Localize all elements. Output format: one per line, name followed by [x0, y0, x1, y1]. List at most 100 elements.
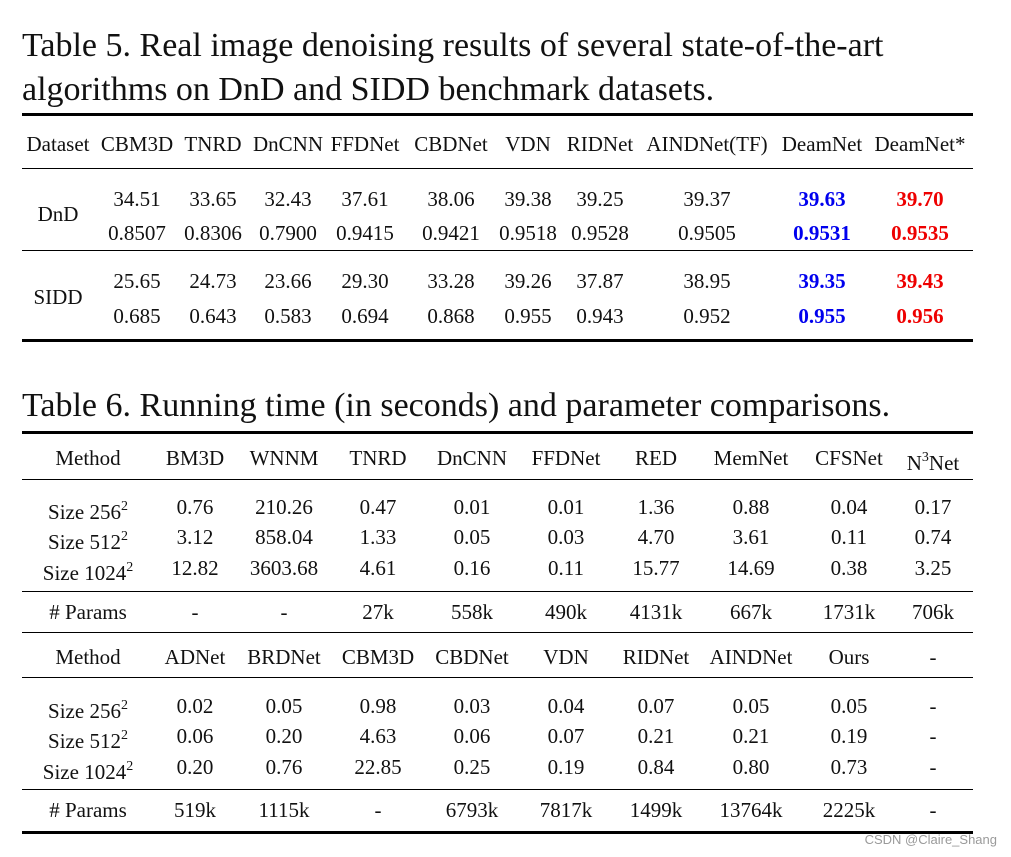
table5-caption-line1: Table 5. Real image denoising results of… [22, 27, 884, 64]
table5-ssim-cell: 0.9415 [336, 221, 394, 245]
table6-time-cell: 0.80 [732, 755, 770, 779]
table5-ssim-cell: 0.868 [427, 304, 475, 328]
table5-psnr-cell: 39.26 [504, 269, 552, 293]
table6-time-cell: 3.12 [176, 525, 214, 549]
table6-time-cell: 210.26 [255, 495, 313, 519]
table6-time-cell: 4.70 [637, 525, 675, 549]
table6-time-cell: - [929, 724, 937, 748]
table6-time-cell: 14.69 [727, 556, 775, 580]
table5-header-10: DeamNet* [874, 132, 966, 156]
table6-method-header: ADNet [164, 645, 226, 669]
table5-header-0: Dataset [26, 132, 90, 156]
table5-psnr-cell: 25.65 [113, 269, 161, 293]
table5-psnr-cell: 29.30 [341, 269, 389, 293]
table6-time-cell: 12.82 [171, 556, 219, 580]
superscript: 2 [126, 560, 134, 575]
table6-header-rule [22, 479, 973, 481]
table5-ssim-cell: 0.9421 [422, 221, 480, 245]
table5-bottom-rule [22, 339, 973, 342]
table6-time-cell: 0.17 [914, 495, 952, 519]
table6-size-label: Size 5122 [48, 529, 128, 554]
table5-psnr-cell: 33.28 [427, 269, 475, 293]
table5-ssim-cell: 0.9505 [678, 221, 736, 245]
table6-params-label: # Params [49, 798, 127, 822]
superscript: 2 [120, 728, 128, 743]
table6-size-label: Size 5122 [48, 728, 128, 753]
table6-time-cell: 22.85 [354, 755, 402, 779]
table6-params-cell: 4131k [629, 600, 683, 624]
table6-time-cell: 0.04 [547, 694, 585, 718]
table6-params-cell: 27k [362, 600, 394, 624]
table6-params-cell: - [280, 600, 288, 624]
superscript: 2 [120, 698, 128, 713]
table6-time-cell: 0.05 [732, 694, 770, 718]
table5-ssim-cell: 0.955 [798, 304, 846, 328]
table6-time-cell: 0.16 [453, 556, 491, 580]
table5-psnr-cell: 38.95 [683, 269, 731, 293]
table5-psnr-cell: 32.43 [264, 187, 312, 211]
table6-method-header: CBM3D [341, 645, 415, 669]
table6-params-cell: 2225k [822, 798, 876, 822]
table5-ssim-cell: 0.9535 [891, 221, 949, 245]
table5-top-rule [22, 113, 973, 116]
table5-header-8: AINDNet(TF) [646, 132, 768, 156]
table6-caption: Table 6. Running time (in seconds) and p… [22, 387, 891, 424]
superscript: 2 [120, 529, 128, 544]
table6-size-label: Size 10242 [42, 560, 134, 585]
table5-psnr-cell: 39.35 [798, 269, 846, 293]
table6-time-cell: 0.25 [453, 755, 491, 779]
table5-psnr-cell: 34.51 [113, 187, 161, 211]
table6-time-cell: 4.63 [359, 724, 397, 748]
table5-ssim-cell: 0.8507 [108, 221, 166, 245]
table6-size-label: Size 2562 [48, 499, 128, 524]
table5-header-2: TNRD [184, 132, 242, 156]
table5-header-3: DnCNN [252, 132, 324, 156]
table5-dataset-label: SIDD [33, 285, 83, 309]
table5-psnr-cell: 24.73 [189, 269, 237, 293]
table6-top-rule [22, 431, 973, 434]
table6-time-cell: 1.33 [359, 525, 397, 549]
table6-time-cell: - [929, 694, 937, 718]
table6-params-cell: 1731k [822, 600, 876, 624]
table6-params-cell: - [374, 798, 382, 822]
table5-ssim-cell: 0.956 [896, 304, 944, 328]
superscript: 2 [126, 759, 134, 774]
table6-params-cell: 13764k [719, 798, 783, 822]
table6-time-cell: 0.21 [732, 724, 770, 748]
table6-time-cell: 15.77 [632, 556, 680, 580]
table6-method-header: BRDNet [247, 645, 321, 669]
table6-method-header: AINDNet [709, 645, 793, 669]
table6-params-cell: 1499k [629, 798, 683, 822]
table5-psnr-cell: 33.65 [189, 187, 237, 211]
table6-time-cell: 0.11 [548, 556, 584, 580]
table6-header-rule [22, 677, 973, 679]
table6-method-header: DnCNN [436, 446, 508, 470]
table6-time-cell: 0.84 [637, 755, 675, 779]
table6-method-header: TNRD [349, 446, 407, 470]
watermark: CSDN @Claire_Shang [864, 832, 997, 847]
table6-time-cell: 0.98 [359, 694, 397, 718]
table5-dataset-label: DnD [37, 202, 79, 226]
table6-time-cell: 0.07 [547, 724, 585, 748]
table6-time-cell: 0.88 [732, 495, 770, 519]
table6-time-cell: 0.01 [453, 495, 491, 519]
table6-method-label: Method [55, 645, 121, 669]
table6-bottom-rule [22, 831, 973, 834]
table5-ssim-cell: 0.9518 [499, 221, 557, 245]
table6-time-cell: 1.36 [637, 495, 675, 519]
table6-time-cell: - [929, 755, 937, 779]
table6-params-cell: 490k [545, 600, 587, 624]
table6-method-header: CFSNet [815, 446, 883, 470]
table5-caption-line2: algorithms on DnD and SIDD benchmark dat… [22, 71, 715, 108]
table6-time-cell: 0.76 [176, 495, 214, 519]
table5-ssim-cell: 0.7900 [259, 221, 317, 245]
table5-caption: Table 5. Real image denoising results of… [22, 24, 972, 112]
table6-time-cell: 0.19 [547, 755, 585, 779]
table6-method-header: FFDNet [531, 446, 601, 470]
table6-time-cell: 858.04 [255, 525, 313, 549]
table5-header-4: FFDNet [330, 132, 400, 156]
table5-header-7: RIDNet [566, 132, 634, 156]
n3-suffix: Net [928, 451, 960, 475]
table6-block-rule [22, 632, 973, 634]
table5-ssim-cell: 0.943 [576, 304, 624, 328]
